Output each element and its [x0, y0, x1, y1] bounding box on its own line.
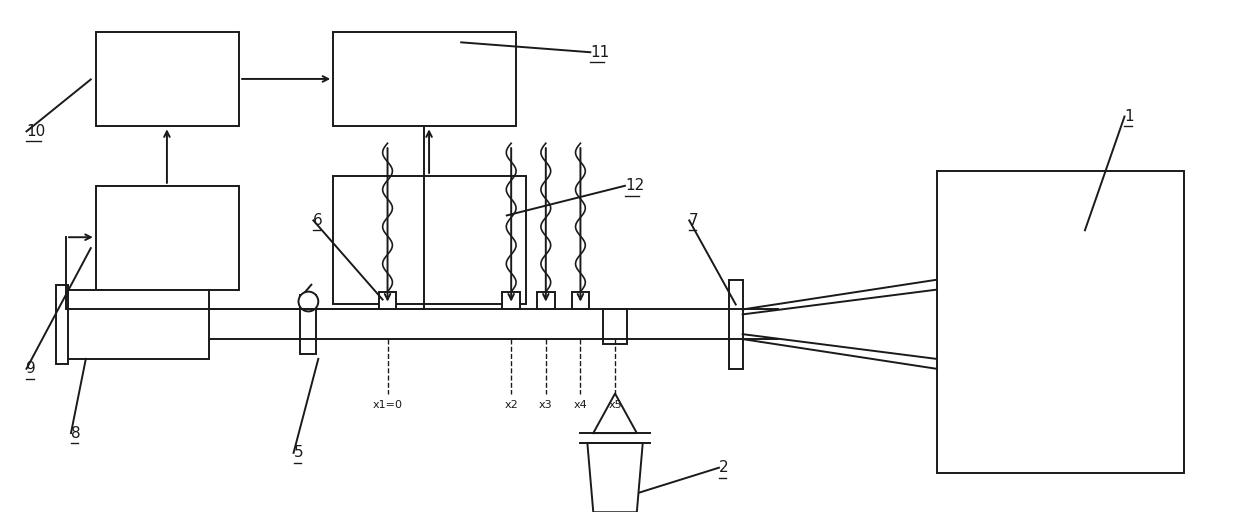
- Text: x2: x2: [504, 401, 518, 410]
- Text: 8: 8: [71, 425, 81, 441]
- Text: 10: 10: [26, 124, 46, 139]
- Text: x5: x5: [608, 401, 622, 410]
- Bar: [571, 291, 590, 310]
- Text: 2: 2: [719, 460, 729, 475]
- Bar: [95, 186, 239, 289]
- Text: 9: 9: [26, 362, 36, 376]
- Text: 1: 1: [1125, 109, 1134, 124]
- Bar: [56, 285, 68, 364]
- Bar: [333, 176, 527, 304]
- Circle shape: [299, 291, 318, 312]
- Bar: [536, 291, 555, 310]
- Bar: [937, 171, 1183, 473]
- Bar: [95, 32, 239, 126]
- Bar: [66, 289, 209, 359]
- Text: x4: x4: [574, 401, 587, 410]
- Text: 5: 5: [294, 445, 304, 460]
- Text: 7: 7: [689, 213, 699, 228]
- Bar: [333, 32, 517, 126]
- Text: x1=0: x1=0: [373, 401, 403, 410]
- Bar: [729, 280, 742, 369]
- Bar: [603, 310, 627, 344]
- Text: 6: 6: [313, 213, 323, 228]
- Bar: [379, 291, 396, 310]
- Bar: [502, 291, 520, 310]
- Text: 12: 12: [624, 178, 644, 193]
- Text: x3: x3: [539, 401, 553, 410]
- Bar: [301, 295, 316, 354]
- Text: 11: 11: [590, 45, 610, 60]
- Polygon shape: [593, 393, 637, 433]
